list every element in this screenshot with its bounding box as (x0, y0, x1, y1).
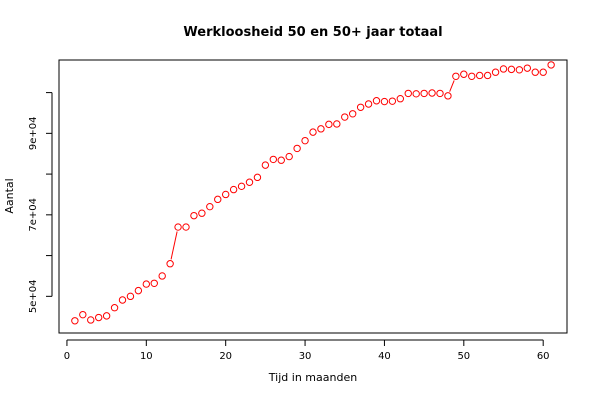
data-point (507, 65, 516, 74)
data-point (444, 92, 452, 100)
data-point (396, 95, 405, 103)
x-axis-label: Tijd in maanden (268, 371, 357, 384)
y-tick-label: 9e+04 (28, 117, 39, 151)
data-point (285, 152, 293, 161)
data-point (229, 185, 238, 194)
data-point (87, 316, 95, 324)
data-point (94, 313, 103, 322)
data-series (71, 61, 555, 325)
y-axis: 5e+04 7e+04 9e+04 (28, 92, 53, 314)
data-point (412, 90, 420, 98)
x-axis: 0 10 20 30 40 50 60 (64, 339, 550, 362)
data-point (166, 260, 174, 268)
data-point (118, 296, 127, 304)
data-point (79, 310, 87, 319)
data-point (277, 156, 285, 164)
data-point (237, 182, 246, 191)
data-point (333, 120, 341, 128)
data-point (158, 272, 166, 280)
plot-area (58, 59, 568, 334)
data-point (142, 280, 151, 288)
data-point (102, 312, 111, 320)
data-point (404, 89, 412, 98)
data-point (325, 120, 333, 129)
y-axis-label: Aantal (3, 178, 16, 213)
data-point (110, 304, 119, 312)
data-point (293, 144, 301, 153)
data-point (475, 71, 484, 80)
data-point (539, 68, 547, 76)
data-point (190, 211, 198, 220)
data-point (420, 89, 428, 98)
x-tick-label: 10 (140, 351, 153, 362)
y-tick-label: 7e+04 (28, 198, 39, 232)
y-tick-label: 5e+04 (28, 280, 39, 314)
data-point (309, 128, 317, 136)
data-point (253, 173, 262, 182)
data-point (356, 103, 365, 111)
x-tick-label: 30 (299, 351, 312, 362)
x-tick-label: 40 (378, 351, 391, 362)
data-point (364, 100, 373, 108)
data-point (245, 178, 254, 186)
data-point (206, 202, 214, 211)
data-point (452, 72, 460, 80)
data-point (261, 161, 270, 169)
data-point (547, 61, 555, 69)
data-point (134, 286, 143, 295)
data-point (150, 279, 158, 287)
data-point (531, 68, 539, 76)
data-point (341, 113, 349, 121)
x-tick-label: 0 (64, 351, 70, 362)
data-point (317, 125, 325, 133)
data-point (523, 64, 532, 72)
data-point (182, 223, 190, 231)
data-point (380, 97, 389, 106)
data-point (460, 70, 468, 78)
data-point (71, 317, 79, 325)
data-point (483, 71, 492, 80)
data-point (214, 195, 222, 204)
chart-title: Werkloosheid 50 en 50+ jaar totaal (183, 25, 442, 40)
series-segment (170, 231, 178, 260)
data-point (499, 65, 508, 73)
data-point (126, 292, 135, 301)
data-point (372, 97, 381, 105)
data-point (301, 136, 309, 145)
data-point (491, 68, 500, 76)
data-point (269, 155, 278, 164)
data-point (348, 110, 357, 118)
data-point (468, 72, 476, 80)
data-point (515, 66, 524, 74)
x-tick-label: 50 (457, 351, 470, 362)
data-point (436, 89, 444, 98)
data-point (221, 190, 230, 199)
data-point (198, 209, 206, 217)
series-segment (449, 80, 455, 92)
x-tick-label: 60 (537, 351, 550, 362)
data-point (388, 97, 397, 105)
data-point (174, 223, 182, 231)
data-point (428, 89, 436, 97)
x-tick-label: 20 (219, 351, 232, 362)
